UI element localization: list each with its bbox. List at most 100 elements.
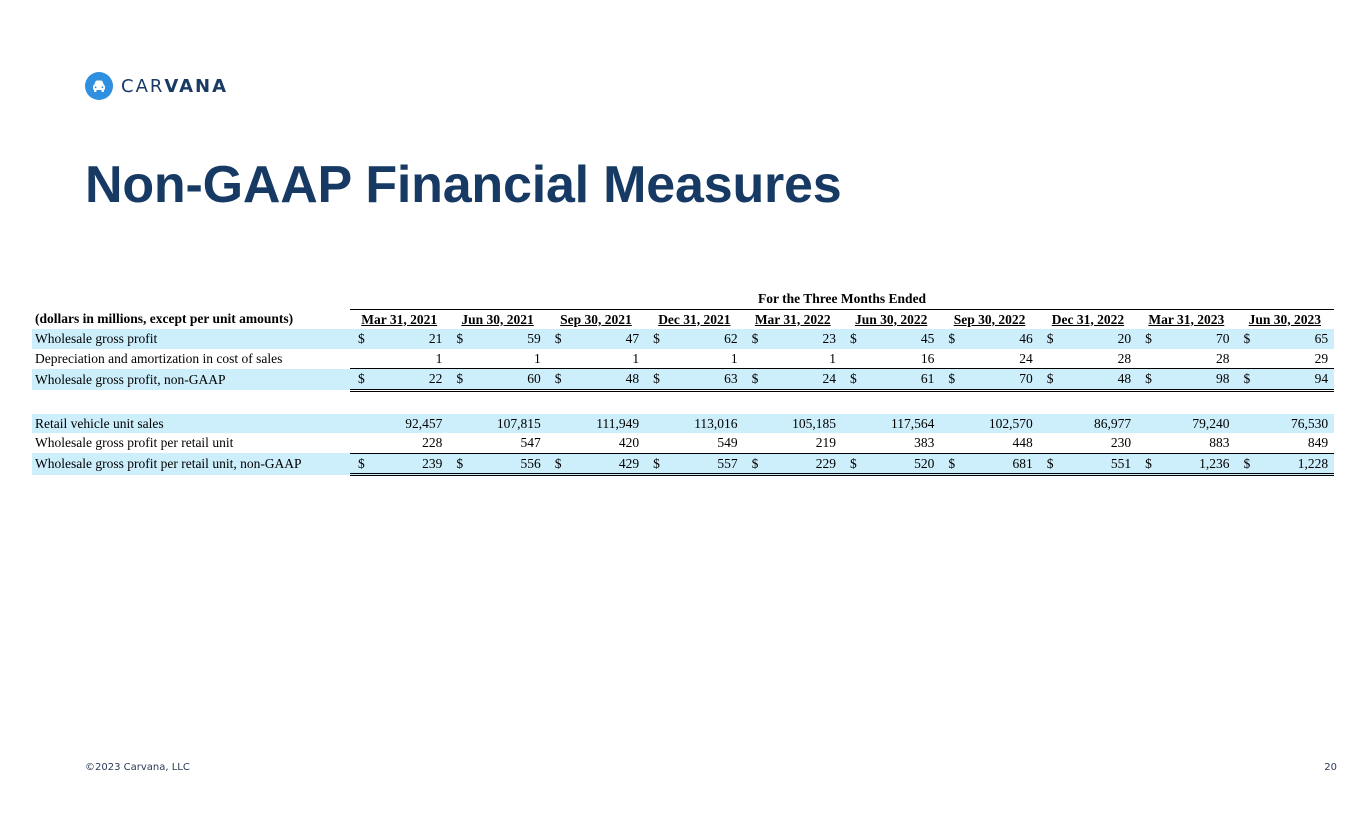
value-cell: 62 (667, 329, 744, 349)
financial-table: For the Three Months Ended (dollars in mi… (32, 289, 1335, 476)
label-column-header: (dollars in millions, except per unit am… (35, 311, 294, 327)
value-cell: 228 (372, 433, 449, 453)
currency-symbol: $ (841, 368, 864, 392)
currency-symbol (743, 433, 766, 453)
currency-symbol (940, 433, 963, 453)
currency-symbol: $ (841, 452, 864, 476)
period-header: Jun 30, 2022 (842, 309, 940, 329)
currency-symbol (546, 348, 569, 369)
value-cell: 65 (1257, 329, 1335, 349)
value-cell: 1 (568, 348, 646, 369)
row-label: Wholesale gross profit (32, 329, 350, 349)
currency-symbol (743, 348, 766, 369)
value-cell: 29 (1257, 348, 1335, 369)
currency-symbol: $ (448, 452, 471, 476)
value-cell: 28 (1159, 348, 1236, 369)
period-label: Jun 30, 2021 (461, 311, 534, 327)
currency-symbol: $ (1038, 329, 1061, 349)
currency-symbol: $ (841, 329, 864, 349)
currency-symbol: $ (1235, 368, 1258, 392)
period-header: Jun 30, 2021 (448, 309, 546, 329)
table-row: Depreciation and amortization in cost of… (32, 348, 1335, 369)
value-cell: 383 (863, 433, 941, 453)
period-header: Sep 30, 2022 (940, 309, 1038, 329)
value-cell: 59 (470, 329, 547, 349)
currency-symbol: $ (1038, 452, 1061, 476)
currency-symbol: $ (645, 329, 668, 349)
currency-symbol (1137, 413, 1160, 433)
value-cell: 547 (470, 433, 547, 453)
value-cell: 239 (372, 452, 449, 476)
table-row: Wholesale gross profit per retail unit, … (32, 452, 1335, 476)
currency-symbol: $ (743, 368, 766, 392)
value-cell: 47 (568, 329, 646, 349)
currency-symbol: $ (1235, 329, 1258, 349)
value-cell: 102,570 (962, 413, 1039, 433)
currency-symbol (1235, 348, 1258, 369)
value-cell: 23 (765, 329, 842, 349)
currency-symbol (841, 433, 864, 453)
value-cell: 883 (1159, 433, 1236, 453)
value-cell: 28 (1060, 348, 1138, 369)
currency-symbol (1137, 433, 1160, 453)
currency-symbol: $ (448, 329, 471, 349)
currency-symbol: $ (743, 452, 766, 476)
currency-symbol: $ (1235, 452, 1258, 476)
value-cell: 1 (372, 348, 449, 369)
currency-symbol (940, 348, 963, 369)
currency-symbol (743, 413, 766, 433)
period-label: Jun 30, 2022 (854, 311, 928, 327)
value-cell: 16 (863, 348, 941, 369)
currency-symbol (350, 413, 372, 433)
value-cell: 105,185 (765, 413, 842, 433)
value-cell: 520 (863, 452, 941, 476)
value-cell: 1 (765, 348, 842, 369)
carvana-logo: CARVANA (85, 72, 228, 100)
row-label: Wholesale gross profit, non-GAAP (32, 368, 350, 390)
value-cell: 229 (765, 452, 842, 476)
value-cell: 21 (372, 329, 449, 349)
currency-symbol: $ (350, 329, 372, 349)
value-cell: 48 (568, 368, 646, 392)
period-label: Sep 30, 2022 (953, 311, 1026, 327)
header-row-periods: (dollars in millions, except per unit am… (32, 309, 1334, 329)
currency-symbol (350, 348, 372, 369)
currency-symbol: $ (940, 329, 963, 349)
currency-symbol (940, 413, 963, 433)
row-label: Retail vehicle unit sales (32, 413, 350, 433)
currency-symbol: $ (1137, 452, 1160, 476)
value-cell: 1,228 (1257, 452, 1335, 476)
value-cell: 86,977 (1060, 413, 1138, 433)
currency-symbol: $ (350, 452, 372, 476)
currency-symbol (1235, 413, 1258, 433)
value-cell: 107,815 (470, 413, 547, 433)
financial-table-container: For the Three Months Ended (dollars in mi… (32, 289, 1335, 476)
currency-symbol (1038, 413, 1061, 433)
period-label: Dec 31, 2022 (1051, 311, 1125, 327)
currency-symbol: $ (743, 329, 766, 349)
value-cell: 1,236 (1159, 452, 1236, 476)
period-label: Dec 31, 2021 (658, 311, 731, 327)
value-cell: 94 (1257, 368, 1335, 392)
currency-symbol: $ (546, 452, 569, 476)
currency-symbol (645, 348, 668, 369)
value-cell: 24 (962, 348, 1039, 369)
value-cell: 230 (1060, 433, 1138, 453)
value-cell: 24 (765, 368, 842, 392)
car-icon (85, 72, 113, 100)
value-cell: 79,240 (1159, 413, 1236, 433)
value-cell: 681 (962, 452, 1039, 476)
value-cell: 1 (470, 348, 547, 369)
value-cell: 92,457 (372, 413, 449, 433)
currency-symbol (1038, 348, 1061, 369)
value-cell: 849 (1257, 433, 1335, 453)
currency-symbol (448, 413, 471, 433)
brand-name-part1: CAR (121, 75, 165, 97)
group-header: For the Three Months Ended (350, 289, 1335, 310)
value-cell: 22 (372, 368, 449, 392)
currency-symbol (350, 433, 372, 453)
value-cell: 48 (1060, 368, 1138, 392)
row-label: Wholesale gross profit per retail unit, … (32, 453, 350, 475)
value-cell: 448 (962, 433, 1039, 453)
table-row: Wholesale gross profit, non-GAAP $22 $60 $4… (32, 368, 1335, 392)
